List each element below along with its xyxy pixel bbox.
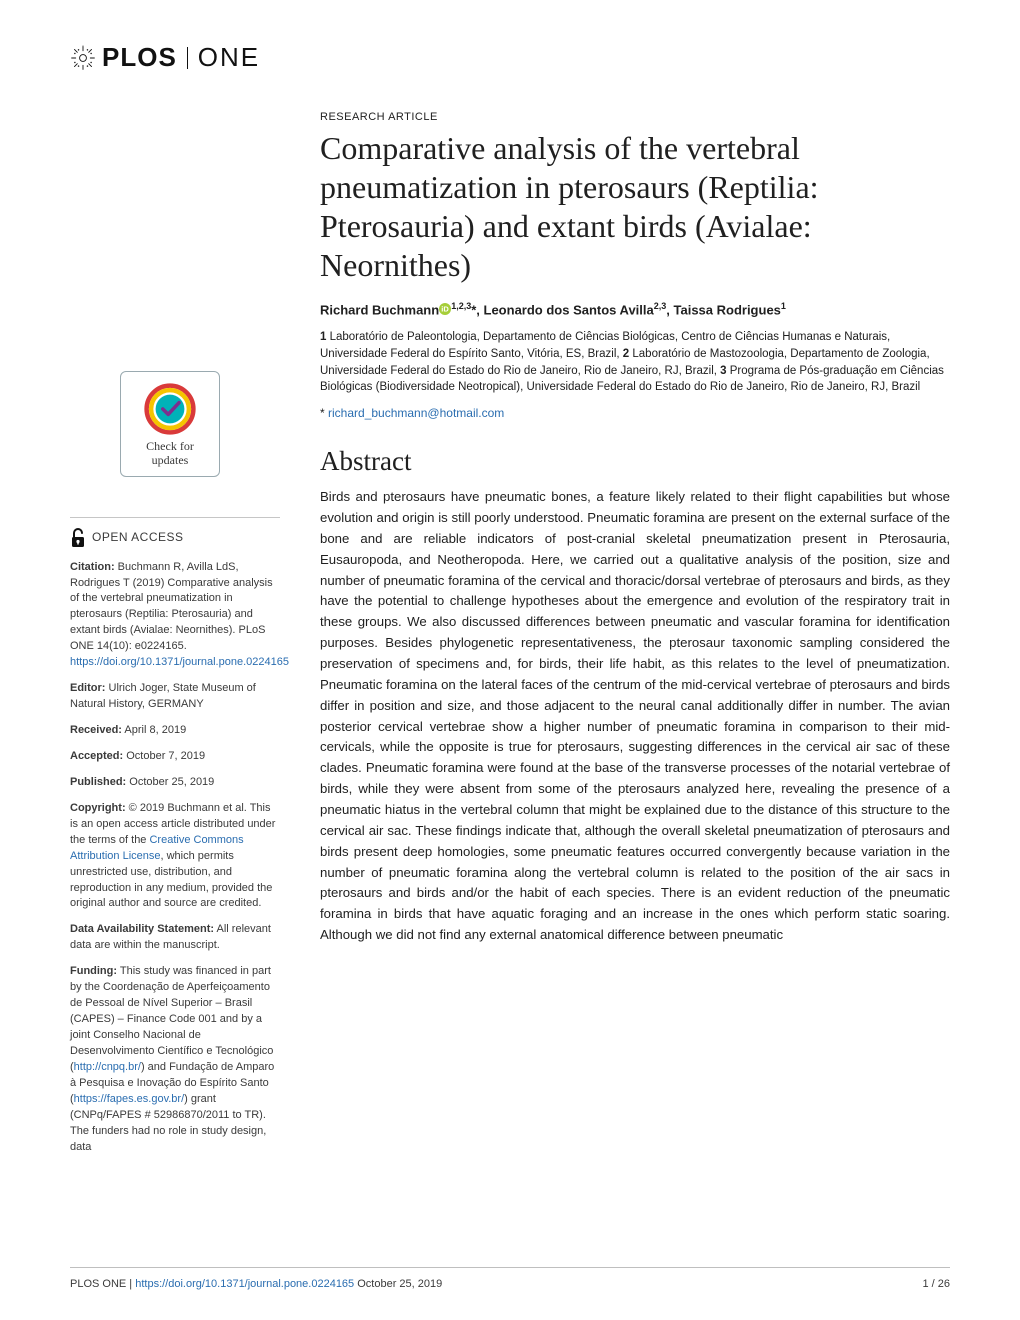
author-3-affil: 1 [781,301,786,311]
citation-block: Citation: Buchmann R, Avilla LdS, Rodrig… [70,560,280,672]
funding-label: Funding: [70,965,117,977]
footer-pagination: 1 / 26 [922,1278,950,1290]
check-updates-line2: updates [152,453,189,467]
received-label: Received: [70,724,122,736]
author-2-name: Leonardo dos Santos Avilla [484,302,654,317]
plos-sun-icon [70,45,96,71]
svg-text:iD: iD [441,305,449,314]
accepted-block: Accepted: October 7, 2019 [70,749,280,765]
abstract-body: Birds and pterosaurs have pneumatic bone… [320,487,950,946]
logo-divider [187,47,188,69]
crossmark-icon [143,382,197,436]
page-footer: PLOS ONE | https://doi.org/10.1371/journ… [70,1278,950,1290]
published-label: Published: [70,776,126,788]
copyright-label: Copyright: [70,802,126,814]
accepted-label: Accepted: [70,750,123,762]
author-2-affil: 2,3 [654,301,667,311]
check-updates-line1: Check for [146,439,194,453]
open-access-badge: OPEN ACCESS [70,528,280,548]
orcid-icon[interactable]: iD [439,303,451,315]
abstract-heading: Abstract [320,446,950,477]
open-access-icon [70,528,86,548]
funding-link-fapes[interactable]: https://fapes.es.gov.br/ [74,1093,184,1105]
editor-block: Editor: Ulrich Joger, State Museum of Na… [70,681,280,713]
citation-doi-link[interactable]: https://doi.org/10.1371/journal.pone.022… [70,656,289,668]
main-column: RESEARCH ARTICLE Comparative analysis of… [320,111,950,1166]
footer-left: PLOS ONE | https://doi.org/10.1371/journ… [70,1278,442,1290]
received-text: April 8, 2019 [122,724,186,736]
citation-text: Buchmann R, Avilla LdS, Rodrigues T (201… [70,561,273,653]
logo-one-text: ONE [198,42,260,73]
article-type-kicker: RESEARCH ARTICLE [320,111,950,123]
corresponding-email: * richard_buchmann@hotmail.com [320,406,950,420]
author-list: Richard BuchmanniD1,2,3*, Leonardo dos S… [320,301,950,317]
author-1-affil: 1,2,3 [451,301,471,311]
author-1-name: Richard Buchmann [320,302,439,317]
footer-date: October 25, 2019 [354,1278,442,1290]
published-block: Published: October 25, 2019 [70,775,280,791]
email-star: * [320,406,325,420]
sidebar-rule [70,517,280,518]
open-access-text: OPEN ACCESS [92,529,184,546]
accepted-text: October 7, 2019 [123,750,205,762]
published-text: October 25, 2019 [126,776,214,788]
footer-rule [70,1267,950,1268]
funding-text-a: This study was financed in part by the C… [70,965,273,1073]
citation-label: Citation: [70,561,115,573]
funding-block: Funding: This study was financed in part… [70,964,280,1155]
funding-link-cnpq[interactable]: http://cnpq.br/ [74,1061,141,1073]
journal-logo: PLOS ONE [70,42,950,73]
received-block: Received: April 8, 2019 [70,723,280,739]
article-title: Comparative analysis of the vertebral pn… [320,129,950,285]
logo-plos-text: PLOS [102,42,177,73]
footer-doi-link[interactable]: https://doi.org/10.1371/journal.pone.022… [135,1278,354,1290]
email-link[interactable]: richard_buchmann@hotmail.com [328,406,504,420]
footer-journal: PLOS ONE | [70,1278,135,1290]
check-for-updates-badge[interactable]: Check for updates [120,371,220,477]
editor-label: Editor: [70,682,105,694]
data-availability-block: Data Availability Statement: All relevan… [70,922,280,954]
data-label: Data Availability Statement: [70,923,214,935]
sidebar: Check for updates OPEN ACCESS Citation: … [70,111,280,1166]
author-1-corresponding-mark: * [471,302,476,317]
affiliations: 1 Laboratório de Paleontologia, Departam… [320,329,950,396]
copyright-block: Copyright: © 2019 Buchmann et al. This i… [70,801,280,913]
author-3-name: Taissa Rodrigues [674,302,781,317]
